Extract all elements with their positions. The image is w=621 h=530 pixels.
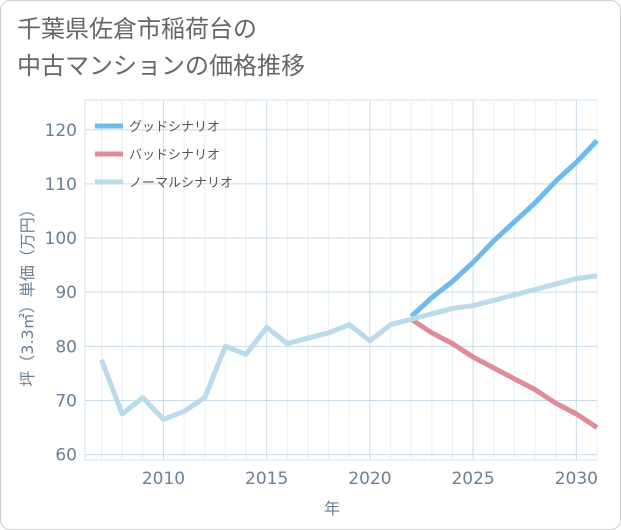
y-tick-label: 90 (55, 283, 77, 303)
y-tick-label: 110 (45, 175, 77, 195)
series-group (99, 138, 599, 430)
y-axis-label: 坪（3.3㎡）単価（万円） (18, 201, 37, 386)
y-tick-labels: 60 70 80 90 100 110 120 (45, 121, 77, 466)
chart-title: 千葉県佐倉市稲荷台の 中古マンションの価格推移 (17, 11, 305, 85)
x-tick-label: 2010 (142, 469, 185, 489)
y-tick-label: 60 (55, 446, 77, 466)
y-tick-label: 100 (45, 229, 77, 249)
legend-label: ノーマルシナリオ (129, 176, 233, 191)
title-line-2: 中古マンションの価格推移 (17, 52, 305, 80)
legend-label: バッドシナリオ (129, 148, 220, 163)
series-line-bad (409, 317, 599, 430)
x-tick-labels: 2010 2015 2020 2025 2030 (142, 469, 598, 489)
y-tick-label: 80 (55, 337, 77, 357)
series-line-good (409, 138, 599, 319)
x-tick-label: 2020 (348, 469, 391, 489)
y-tick-label: 70 (55, 391, 77, 411)
legend-label: グッドシナリオ (129, 120, 220, 135)
series-line-normal (99, 273, 598, 422)
title-line-1: 千葉県佐倉市稲荷台の (17, 15, 257, 43)
x-tick-label: 2025 (451, 469, 494, 489)
grid (84, 99, 598, 461)
y-tick-label: 120 (45, 121, 77, 141)
x-tick-label: 2030 (555, 469, 598, 489)
x-axis-label: 年 (324, 499, 340, 518)
x-tick-label: 2015 (245, 469, 288, 489)
